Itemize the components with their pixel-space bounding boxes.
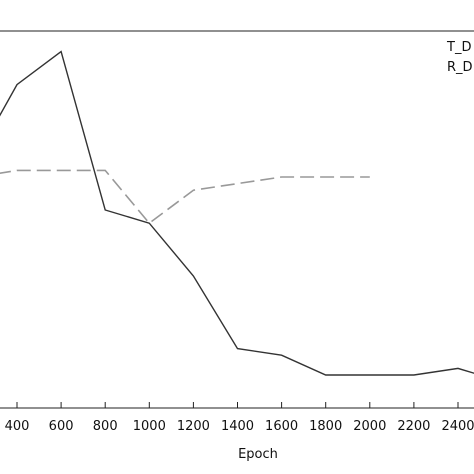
series-group	[0, 50, 474, 376]
x-tick-label-600: 600	[49, 419, 74, 434]
series-line-t-d	[0, 50, 474, 376]
legend-label-r-d: R_D	[447, 60, 473, 75]
x-tick-label-800: 800	[93, 419, 118, 434]
x-axis-tick-labels: 400 600 800 1000 1200 1400 1600 1800 2000 2200 240…	[5, 419, 474, 434]
x-axis-label: Epoch	[238, 447, 278, 462]
x-tick-label-2000: 2000	[353, 419, 386, 434]
x-tick-label-1200: 1200	[177, 419, 210, 434]
x-tick-label-2200: 2200	[397, 419, 430, 434]
x-tick-label-400: 400	[5, 419, 30, 434]
x-tick-label-1000: 1000	[133, 419, 166, 434]
x-tick-label-1800: 1800	[309, 419, 342, 434]
x-tick-label-1600: 1600	[265, 419, 298, 434]
legend-label-t-d: T_D	[446, 40, 471, 55]
x-tick-label-2400: 2400	[441, 419, 474, 434]
x-axis-ticks	[16, 402, 459, 408]
legend: T_D R_D	[446, 40, 473, 75]
x-tick-label-1400: 1400	[221, 419, 254, 434]
series-line-r-d	[0, 169, 370, 225]
